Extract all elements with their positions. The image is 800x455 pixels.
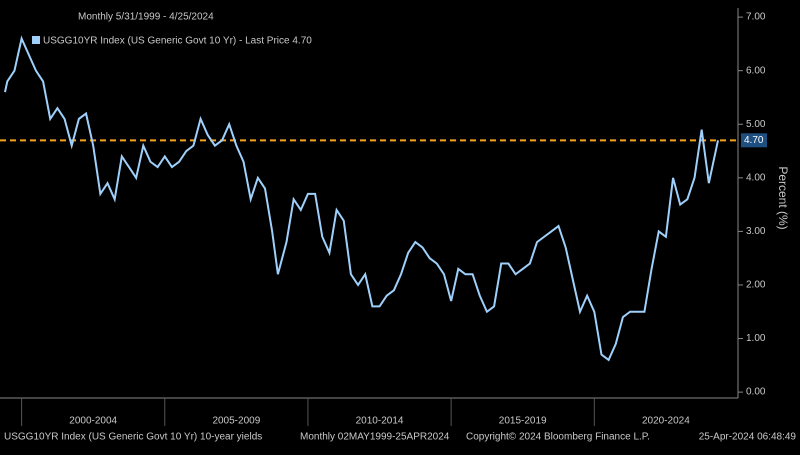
y-tick-label: 2.00 (746, 280, 766, 291)
y-tick-label: 6.00 (746, 65, 766, 76)
x-tick-label: 2010-2014 (356, 416, 404, 427)
x-tick-label: 2000-2004 (69, 416, 117, 427)
y-axis-title: Percent (%) (776, 166, 790, 229)
y-tick-label: 1.00 (746, 333, 766, 344)
reference-label: 4.70 (744, 135, 764, 146)
y-tick-label: 7.00 (746, 12, 766, 23)
y-tick-label: 4.00 (746, 172, 766, 183)
y-tick-label: 0.00 (746, 387, 766, 398)
legend-label: USGG10YR Index (US Generic Govt 10 Yr) -… (43, 36, 312, 47)
legend-swatch (32, 36, 40, 44)
reference-label-box (741, 133, 767, 148)
x-tick-label: 2020-2024 (642, 416, 690, 427)
y-tick-label: 3.00 (746, 226, 766, 237)
footer-text: Copyright© 2024 Bloomberg Finance L.P. (466, 432, 650, 443)
footer-text: USGG10YR Index (US Generic Govt 10 Yr) 1… (4, 432, 262, 443)
y-tick-label: 5.00 (746, 119, 766, 130)
chart-header: Monthly 5/31/1999 - 4/25/2024 (78, 12, 214, 23)
line-series (4, 35, 719, 362)
x-tick-label: 2015-2019 (499, 416, 547, 427)
footer-text: 25-Apr-2024 06:48:49 (699, 432, 797, 443)
footer-text: Monthly 02MAY1999-25APR2024 (300, 432, 450, 443)
x-tick-label: 2005-2009 (212, 416, 260, 427)
